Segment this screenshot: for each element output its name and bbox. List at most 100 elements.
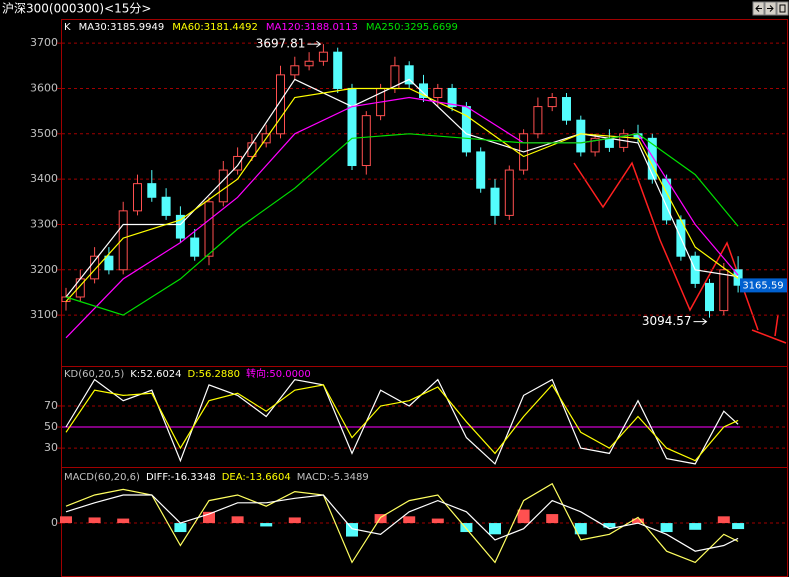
candle-body xyxy=(490,187,500,216)
candle-body xyxy=(276,74,285,135)
candle-body xyxy=(604,137,614,148)
legend-value: -13.6604 xyxy=(246,472,291,483)
macd-bar xyxy=(60,516,72,524)
legend-value: 3188.0113 xyxy=(304,22,358,33)
candle-body xyxy=(133,183,142,212)
legend-name: MA250 xyxy=(366,22,401,33)
candle-body xyxy=(347,87,357,167)
candle-body xyxy=(733,269,743,286)
prev-icon xyxy=(755,5,762,12)
candle-body xyxy=(705,282,714,312)
annotation-arrow xyxy=(307,40,322,48)
candle-body xyxy=(590,137,600,153)
trend-line xyxy=(751,329,787,344)
legend-sep: : xyxy=(242,472,245,483)
legend-value: 56.2880 xyxy=(199,369,240,380)
candle-body xyxy=(504,169,514,216)
last-price-label: 3165.59 xyxy=(742,280,783,291)
trend-line xyxy=(774,314,779,337)
macd-bar xyxy=(717,516,730,524)
candle-body xyxy=(161,196,171,216)
zigzag-line xyxy=(573,161,759,331)
label: MACD(60,20,6) xyxy=(64,472,140,483)
legend-sep: : xyxy=(167,472,170,483)
candle-body xyxy=(118,210,128,271)
legend-value: 3185.9949 xyxy=(110,22,164,33)
macd-bar xyxy=(374,514,387,524)
macd-bar xyxy=(203,511,215,524)
macd-bar xyxy=(489,523,501,535)
candle-body xyxy=(719,269,729,312)
annotation-arrow xyxy=(693,318,708,325)
legend-value: 3181.4492 xyxy=(204,22,258,33)
macd-bar xyxy=(346,523,358,537)
macd-bar xyxy=(660,523,673,533)
y-tick-label: 3700 xyxy=(30,36,58,49)
legend-value: 3295.6699 xyxy=(404,22,458,33)
legend-name: MA60 xyxy=(172,22,200,33)
candle-body xyxy=(333,51,343,89)
y-tick-label: 3500 xyxy=(30,127,58,140)
macd-bar xyxy=(689,523,702,530)
ma-line xyxy=(65,87,739,302)
legend-sep: : xyxy=(266,369,269,380)
macd-line xyxy=(65,494,739,552)
legend-sep: : xyxy=(327,472,330,483)
macd-bar xyxy=(431,518,444,524)
legend-sep: : xyxy=(400,22,403,33)
legend-name: 转向 xyxy=(246,367,266,380)
y-tick-label: 3400 xyxy=(30,172,58,185)
legend-name: DEA xyxy=(222,472,243,483)
y-tick-label: 70 xyxy=(44,399,58,412)
last-price-box xyxy=(740,278,787,293)
macd-line xyxy=(65,482,739,564)
macd-bar xyxy=(288,517,301,524)
candle-body xyxy=(233,155,243,171)
panel-header: K MA30:3185.9949 MA60:3181.4492 MA120:3188.… xyxy=(64,22,458,33)
macd-bar xyxy=(231,516,244,524)
candle-body xyxy=(461,106,471,153)
candle-body xyxy=(318,51,328,62)
macd-bar xyxy=(174,523,187,533)
legend-sep: : xyxy=(195,369,198,380)
legend-value: -5.3489 xyxy=(330,472,369,483)
macd-bar xyxy=(574,523,587,535)
label: K xyxy=(64,22,71,33)
candle-body xyxy=(90,255,100,280)
annotation: 3697.81 xyxy=(256,37,306,51)
legend-value: 50.0000 xyxy=(269,369,310,380)
ma-line xyxy=(65,133,739,316)
macd-bar xyxy=(632,518,644,524)
candle-body xyxy=(404,65,414,85)
candle-body xyxy=(147,183,157,198)
window-buttons[interactable] xyxy=(752,1,789,16)
legend-name: MACD xyxy=(297,472,327,483)
macd-bar xyxy=(546,514,559,524)
candle-body xyxy=(218,169,228,203)
candle-body xyxy=(104,255,114,271)
candle-body xyxy=(533,106,543,135)
macd-bar xyxy=(460,523,473,533)
y-tick-label: 0 xyxy=(51,516,58,529)
candle-body xyxy=(304,60,314,67)
macd-bar xyxy=(403,516,416,524)
candle-body xyxy=(433,87,443,99)
y-tick-label: 3300 xyxy=(30,217,58,230)
candle-body xyxy=(190,237,200,257)
kd-line xyxy=(65,383,739,462)
y-tick-label: 3600 xyxy=(30,81,58,94)
legend-sep: : xyxy=(137,369,140,380)
y-tick-label: 50 xyxy=(44,420,58,433)
kd-line xyxy=(65,378,739,465)
window-title: 沪深300(000300)<15分> xyxy=(2,2,151,16)
legend-sep: : xyxy=(200,22,203,33)
y-tick-label: 30 xyxy=(44,441,58,454)
legend-name: K xyxy=(130,369,137,380)
label: KD(60,20,5) xyxy=(64,369,124,380)
candle-body xyxy=(290,65,300,76)
candle-body xyxy=(361,115,371,167)
menu-button[interactable] xyxy=(776,1,789,16)
